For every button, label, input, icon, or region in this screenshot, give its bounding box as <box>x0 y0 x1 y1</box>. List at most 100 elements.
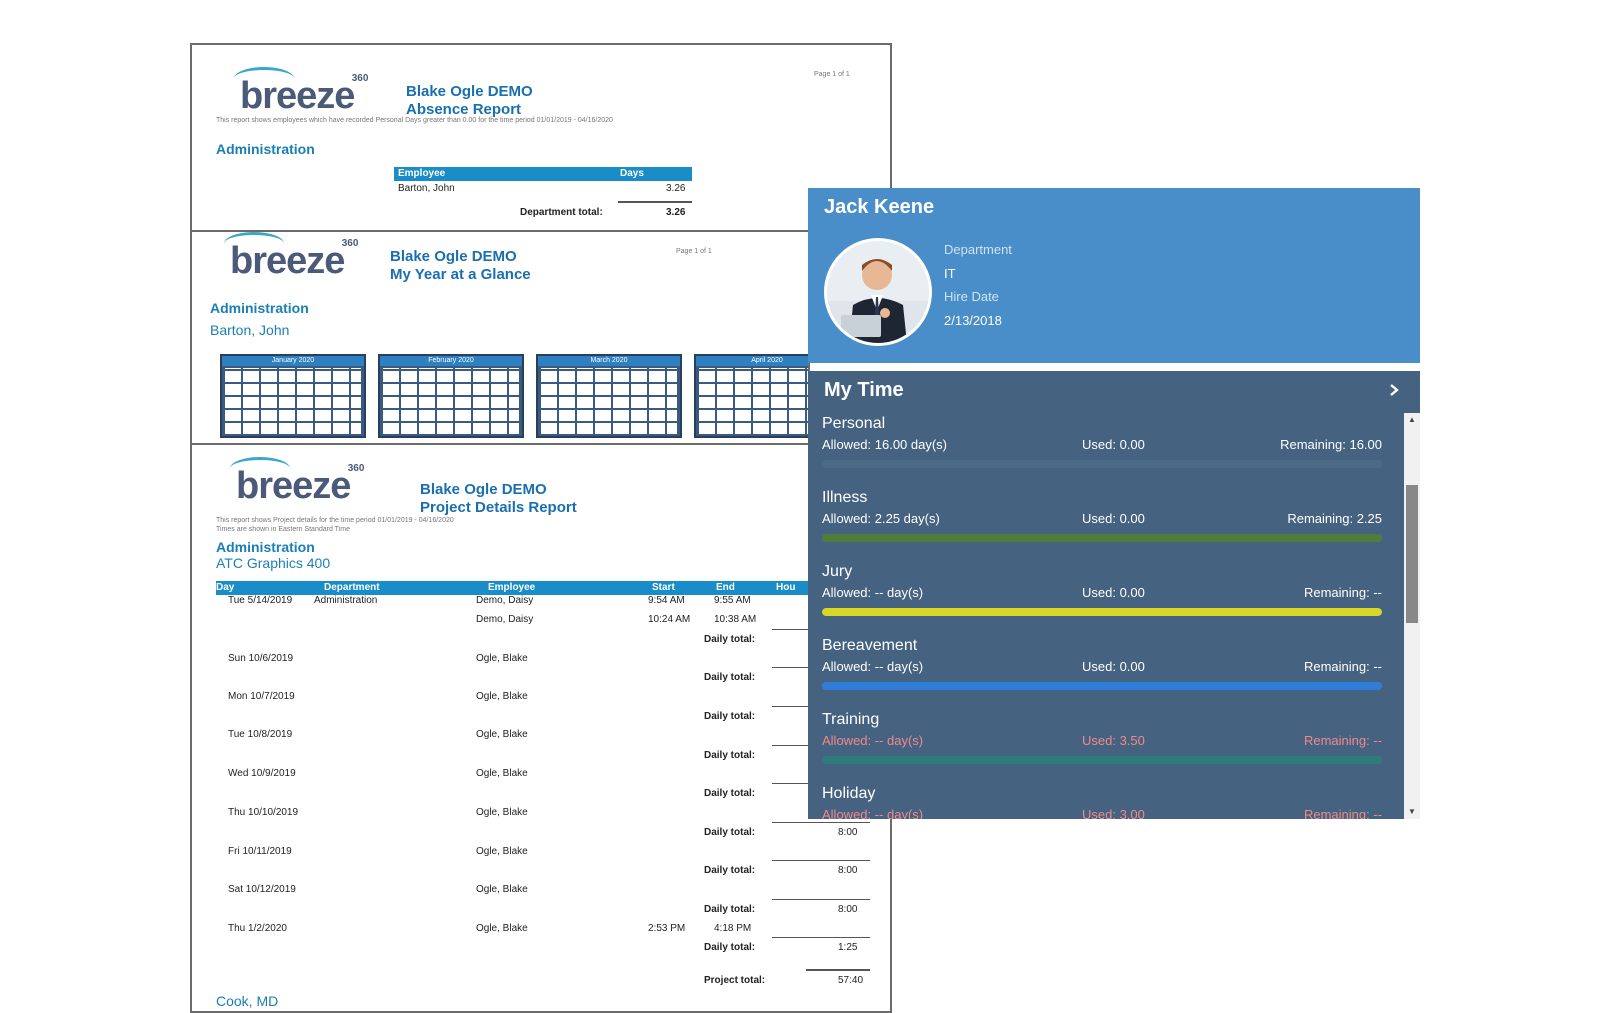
scrollbar-thumb[interactable] <box>1406 485 1418 623</box>
project-total-label: Project total: <box>704 975 766 986</box>
remaining-value: Remaining: -- <box>1303 659 1382 674</box>
chevron-shape <box>1390 384 1399 396</box>
row-department: Administration <box>314 595 378 606</box>
row-start: 10:24 AM <box>648 614 691 625</box>
row-day: Sat 10/12/2019 <box>228 884 296 895</box>
row-employee: Demo, Daisy <box>476 614 534 625</box>
col-department: Department <box>324 582 380 593</box>
usage-bar <box>822 460 1382 468</box>
usage-bar-fill <box>822 460 1382 468</box>
col-day: Day <box>216 582 235 593</box>
row-start: 9:54 AM <box>648 595 685 606</box>
col-end: End <box>716 582 735 593</box>
allowed-value: Allowed: -- day(s) <box>822 733 924 748</box>
daily-total-value: 8:00 <box>838 865 858 876</box>
time-category[interactable]: Bereavement Allowed: -- day(s) Used: 0.00 R… <box>822 637 1382 690</box>
scroll-down-icon[interactable]: ▼ <box>1408 807 1416 816</box>
remaining-value: Remaining: -- <box>1303 733 1382 748</box>
time-category[interactable]: Personal Allowed: 16.00 day(s) Used: 0.00 R… <box>822 415 1382 468</box>
total-rule <box>618 201 692 203</box>
report-company: Blake Ogle DEMO <box>406 83 533 100</box>
time-category[interactable]: Holiday Allowed: -- day(s) Used: 3.00 Remai… <box>822 785 1382 819</box>
category-stats: Allowed: 2.25 day(s) Used: 0.00 Remaining:… <box>822 511 1382 529</box>
daily-total-value: 1:25 <box>838 942 858 953</box>
dept-total-label: Department total: <box>520 207 603 218</box>
category-name: Personal <box>822 415 886 432</box>
col-employee: Employee <box>398 168 446 179</box>
employee-days: 3.26 <box>666 183 686 194</box>
logo-sup: 360 <box>341 238 359 249</box>
profile-card: Jack Keene Department IT Hire Date 2/13/… <box>808 188 1420 363</box>
report-company: Blake Ogle DEMO <box>420 481 547 498</box>
used-value: Used: 0.00 <box>1082 511 1145 526</box>
department-heading: Administration <box>216 141 315 157</box>
used-value: Used: 3.00 <box>1082 807 1145 819</box>
scroll-up-icon[interactable]: ▲ <box>1408 415 1416 424</box>
row-employee: Ogle, Blake <box>476 923 528 934</box>
used-value: Used: 0.00 <box>1082 659 1145 674</box>
category-name: Training <box>822 711 880 728</box>
row-day: Thu 1/2/2020 <box>228 923 287 934</box>
row-day: Tue 5/14/2019 <box>228 595 293 606</box>
row-employee: Ogle, Blake <box>476 768 528 779</box>
daily-total-value: 8:00 <box>838 827 858 838</box>
hire-date-label: Hire Date <box>944 289 999 304</box>
used-value: Used: 0.00 <box>1082 585 1145 600</box>
report-title: My Year at a Glance <box>390 266 531 283</box>
month-label: February 2020 <box>380 356 522 366</box>
daily-total-label: Daily total: <box>704 672 756 683</box>
category-name: Bereavement <box>822 637 918 654</box>
calendar-month: April 2020 <box>694 354 808 438</box>
chevron-right-icon[interactable] <box>1388 381 1400 402</box>
row-day: Wed 10/9/2019 <box>228 768 296 779</box>
row-employee: Ogle, Blake <box>476 884 528 895</box>
person-avatar[interactable] <box>824 238 932 346</box>
time-category[interactable]: Jury Allowed: -- day(s) Used: 0.00 Remainin… <box>822 563 1382 616</box>
used-value: Used: 0.00 <box>1082 437 1145 452</box>
remaining-value: Remaining: -- <box>1303 585 1382 600</box>
logo-sup: 360 <box>351 73 369 84</box>
year-glance-page: breeze 360 Blake Ogle DEMO My Year at a G… <box>190 230 810 446</box>
department-label: Department <box>944 242 1012 257</box>
daily-total-label: Daily total: <box>704 827 756 838</box>
department-heading: Administration <box>210 300 309 316</box>
remaining-value: Remaining: 2.25 <box>1287 511 1382 526</box>
row-start: 2:53 PM <box>648 923 686 934</box>
row-employee: Ogle, Blake <box>476 846 528 857</box>
col-days: Days <box>620 168 644 179</box>
daily-total-label: Daily total: <box>704 788 756 799</box>
avatar-illustration <box>827 241 929 343</box>
allowed-value: Allowed: -- day(s) <box>822 659 924 674</box>
used-value: Used: 3.50 <box>1082 733 1145 748</box>
allowed-value: Allowed: -- day(s) <box>822 585 924 600</box>
daily-total-rule <box>772 937 870 938</box>
department-heading: Administration <box>216 539 315 555</box>
daily-total-rule <box>772 822 870 823</box>
row-end: 9:55 AM <box>714 595 751 606</box>
remaining-value: Remaining: -- <box>1303 807 1382 819</box>
category-stats: Allowed: -- day(s) Used: 0.00 Remaining: -… <box>822 659 1382 677</box>
department-value: IT <box>944 266 956 281</box>
my-time-panel: My Time Personal Allowed: 16.00 day(s) Use… <box>808 371 1420 819</box>
project-total-value: 57:40 <box>838 975 864 986</box>
month-label: March 2020 <box>538 356 680 366</box>
usage-bar-fill <box>822 534 1382 542</box>
scrollbar[interactable]: ▲ ▼ <box>1404 413 1420 819</box>
category-stats: Allowed: 16.00 day(s) Used: 0.00 Remaining… <box>822 437 1382 455</box>
row-employee: Ogle, Blake <box>476 807 528 818</box>
usage-bar <box>822 756 1382 764</box>
daily-total-label: Daily total: <box>704 865 756 876</box>
report-description: This report shows employees which have r… <box>216 117 613 124</box>
time-category[interactable]: Training Allowed: -- day(s) Used: 3.50 Rema… <box>822 711 1382 764</box>
daily-total-label: Daily total: <box>704 942 756 953</box>
time-category[interactable]: Illness Allowed: 2.25 day(s) Used: 0.00 Rem… <box>822 489 1382 542</box>
row-end: 10:38 AM <box>714 614 757 625</box>
row-day: Tue 10/8/2019 <box>228 729 293 740</box>
table-header: Day Department Employee Start End Hou <box>216 581 890 595</box>
category-name: Holiday <box>822 785 876 802</box>
row-day: Mon 10/7/2019 <box>228 691 295 702</box>
allowed-value: Allowed: -- day(s) <box>822 807 924 819</box>
row-end: 4:18 PM <box>714 923 752 934</box>
category-stats: Allowed: -- day(s) Used: 0.00 Remaining: -… <box>822 585 1382 603</box>
row-day: Sun 10/6/2019 <box>228 653 294 664</box>
